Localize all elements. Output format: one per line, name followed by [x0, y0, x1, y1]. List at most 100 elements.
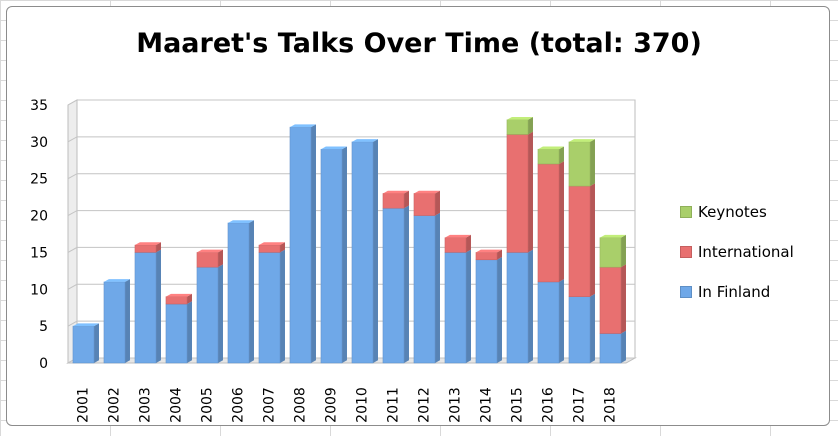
bar-face: [320, 148, 343, 364]
bar-top: [444, 234, 471, 238]
bar-face: [444, 237, 467, 253]
bar-segment: [320, 146, 347, 364]
bar-top: [568, 139, 595, 142]
bar-top: [165, 293, 192, 297]
bar-side: [125, 279, 130, 363]
x-tick-label: 2018: [603, 387, 619, 423]
bar-segment: [382, 205, 409, 364]
bar-face: [382, 193, 405, 209]
bar-side: [404, 190, 409, 209]
bar-segment: [289, 124, 316, 364]
x-tick-label: 2014: [479, 387, 495, 423]
bar-side: [156, 242, 161, 253]
x-tick-label: 2006: [231, 387, 247, 423]
bar-face: [475, 252, 498, 261]
bar-face: [258, 252, 281, 364]
bar-side: [621, 330, 626, 363]
bar-face: [599, 333, 622, 364]
bar-top: [72, 323, 99, 327]
bar-segment: [475, 257, 502, 364]
bar-segment: [72, 323, 99, 364]
bar-segment: [506, 116, 533, 135]
bar-side: [342, 146, 347, 363]
bar-segment: [475, 249, 502, 261]
x-tick-label: 2007: [262, 387, 278, 423]
bar-side: [94, 323, 99, 363]
bar-segment: [258, 242, 285, 253]
bar-side: [528, 131, 533, 253]
x-tick-label: 2005: [200, 387, 216, 423]
bar-side: [435, 190, 440, 216]
bar-face: [413, 193, 436, 216]
legend-swatch: [680, 206, 692, 218]
bar-face: [165, 303, 188, 364]
bar-face: [599, 237, 622, 268]
bar-face: [599, 266, 622, 334]
bar-top: [506, 116, 533, 120]
bar-side: [559, 279, 564, 363]
bar-face: [258, 244, 281, 253]
x-tick-label: 2009: [324, 387, 340, 423]
gridline: [67, 99, 635, 106]
bar-top: [382, 190, 409, 194]
bar-face: [568, 296, 591, 364]
bar-side: [187, 293, 192, 305]
legend-label: Keynotes: [698, 203, 767, 221]
bar-segment: [568, 139, 595, 187]
bar-segment: [196, 249, 223, 268]
bar-side: [404, 205, 409, 363]
bar-segment: [413, 212, 440, 364]
y-tick-label: 30: [30, 135, 48, 151]
bar-segment: [165, 293, 192, 305]
bar-face: [568, 141, 591, 187]
chart-legend[interactable]: Keynotes International In Finland: [680, 202, 794, 322]
x-tick-label: 2002: [107, 387, 123, 423]
bar-face: [134, 244, 157, 253]
bar-side: [218, 249, 223, 268]
bar-top: [289, 124, 316, 128]
bar-segment: [165, 301, 192, 364]
bar-side: [187, 301, 192, 363]
y-tick-label: 5: [39, 319, 48, 335]
y-tick-label: 20: [30, 209, 48, 225]
bar-segment: [444, 234, 471, 253]
bar-top: [134, 242, 161, 246]
y-tick-label: 0: [39, 356, 48, 372]
x-tick-label: 2008: [293, 387, 309, 423]
x-tick-label: 2001: [76, 387, 92, 423]
bar-segment: [568, 183, 595, 297]
bar-face: [103, 281, 126, 364]
bar-top: [103, 279, 130, 282]
legend-swatch: [680, 246, 692, 258]
bar-top: [227, 220, 254, 223]
bar-side: [528, 249, 533, 363]
bar-top: [196, 249, 223, 253]
bar-segment: [103, 279, 130, 364]
bar-face: [537, 148, 560, 165]
x-tick-label: 2003: [138, 387, 154, 423]
x-tick-label: 2011: [386, 387, 402, 423]
bar-side: [466, 234, 471, 253]
bar-face: [351, 141, 374, 364]
legend-swatch: [680, 286, 692, 298]
x-tick-label: 2010: [355, 387, 371, 423]
bar-segment: [537, 146, 564, 165]
bar-side: [249, 220, 254, 363]
bar-top: [351, 139, 378, 142]
bar-segment: [599, 330, 626, 364]
bar-side: [528, 116, 533, 135]
legend-item: International: [680, 242, 794, 262]
y-tick-label: 10: [30, 282, 48, 298]
bar-segment: [599, 264, 626, 334]
legend-item: In Finland: [680, 282, 794, 302]
bar-face: [537, 281, 560, 364]
bar-face: [382, 207, 405, 364]
bar-segment: [413, 190, 440, 216]
bar-face: [289, 126, 312, 364]
y-tick-label: 15: [30, 245, 48, 261]
bar-side: [497, 257, 502, 363]
bar-side: [466, 249, 471, 363]
gridline: [67, 210, 635, 217]
x-tick-label: 2004: [169, 387, 185, 423]
bar-face: [72, 325, 95, 364]
